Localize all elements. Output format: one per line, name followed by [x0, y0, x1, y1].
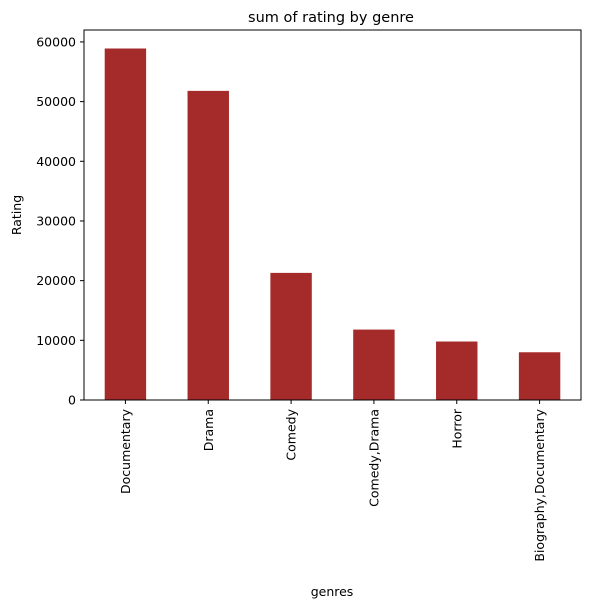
y-tick-label: 10000 [36, 333, 76, 348]
bar-1 [104, 48, 147, 400]
x-tick-label: Drama [201, 409, 216, 451]
y-tick-label: 0 [68, 393, 76, 408]
bar-4 [353, 329, 395, 400]
x-tick-label: Biography,Documentary [532, 408, 547, 561]
x-tick-label: Comedy,Drama [366, 409, 381, 507]
bar-6 [518, 352, 561, 400]
chart-title: sum of rating by genre [248, 10, 414, 26]
bars-group [104, 48, 561, 400]
y-tick-label: 50000 [36, 94, 76, 109]
x-axis-label: genres [311, 584, 354, 599]
y-axis-ticks: 0 10000 20000 30000 40000 50000 60000 [36, 34, 84, 408]
x-tick-label: Comedy [284, 408, 299, 460]
bar-2 [187, 90, 229, 400]
y-tick-label: 30000 [36, 213, 76, 228]
bar-3 [270, 272, 312, 400]
y-tick-label: 20000 [36, 273, 76, 288]
plot-frame [83, 29, 582, 401]
bar-5 [436, 341, 478, 400]
x-tick-label: Horror [449, 408, 464, 448]
y-tick-label: 40000 [36, 154, 76, 169]
x-tick-label: Documentary [118, 408, 133, 494]
y-axis-label: Rating [9, 195, 24, 235]
y-tick-label: 60000 [36, 34, 76, 49]
x-axis-ticks: Documentary Drama Comedy Comedy,Drama Horror… [118, 400, 547, 562]
